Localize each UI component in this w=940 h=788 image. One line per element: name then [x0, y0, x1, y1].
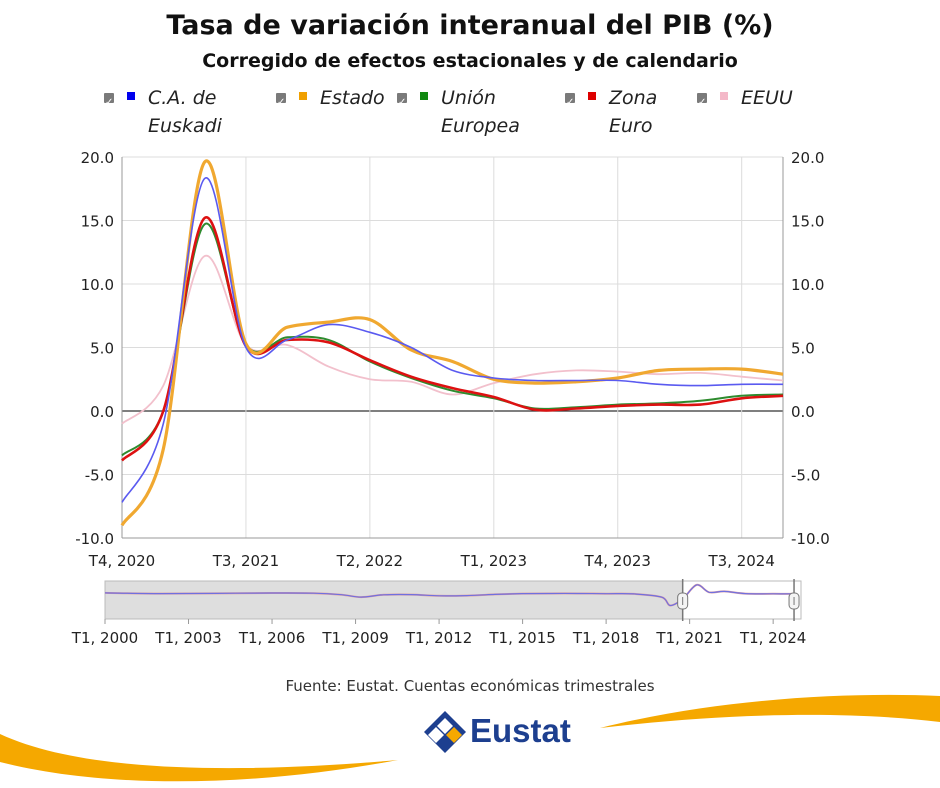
navigator-selected-window	[683, 581, 794, 619]
y-tick-label-left: 15.0	[81, 213, 114, 231]
chart-axes: 20.0 20.0 15.0 15.0 10.0 10.0 5.0 5.0 0.0 0.0 -5.0…	[75, 149, 830, 570]
logo-text: Eustat	[470, 712, 571, 750]
y-tick-label-right: -10.0	[791, 530, 830, 548]
y-tick-label-right: 0.0	[791, 403, 815, 421]
series-line-estado	[122, 161, 783, 525]
navigator-tick-label: T1, 2012	[405, 629, 472, 647]
y-tick-label-right: 15.0	[791, 213, 824, 231]
series-line-eeuu	[122, 256, 783, 424]
y-tick-label-right: 10.0	[791, 276, 824, 294]
series-line-zona-euro	[122, 217, 783, 460]
line-chart: 20.0 20.0 15.0 15.0 10.0 10.0 5.0 5.0 0.0 0.0 -5.0…	[0, 0, 940, 600]
y-tick-label-left: 0.0	[90, 403, 114, 421]
eustat-logo[interactable]: Eustat	[423, 710, 593, 756]
x-tick-label: T2, 2022	[336, 552, 403, 570]
navigator-tick-label: T1, 2006	[238, 629, 305, 647]
chart-series	[122, 161, 783, 525]
y-tick-label-left: 5.0	[90, 340, 114, 358]
eustat-logo-icon	[423, 710, 467, 754]
navigator-body: T1, 2000 T1, 2003 T1, 2006 T1, 2009 T1, 2012…	[71, 579, 807, 647]
y-tick-label-right: 20.0	[791, 149, 824, 167]
navigator-tick-label: T1, 2021	[655, 629, 722, 647]
decorative-swoosh-right	[600, 692, 940, 742]
navigator-tick-label: T1, 2018	[572, 629, 639, 647]
x-tick-label: T3, 2021	[212, 552, 279, 570]
x-tick-label: T3, 2024	[707, 552, 774, 570]
navigator-tick-label: T1, 2003	[154, 629, 221, 647]
navigator-tick-label: T1, 2015	[488, 629, 555, 647]
y-tick-label-left: -10.0	[75, 530, 114, 548]
navigator-tick-label: T1, 2009	[321, 629, 388, 647]
y-tick-label-left: 10.0	[81, 276, 114, 294]
y-tick-label-left: 20.0	[81, 149, 114, 167]
decorative-swoosh-left	[0, 728, 400, 788]
series-line-euskadi	[122, 178, 783, 503]
x-tick-label: T1, 2023	[460, 552, 527, 570]
x-tick-label: T4, 2023	[584, 552, 651, 570]
y-tick-label-right: -5.0	[791, 467, 820, 485]
navigator-tick-label: T1, 2024	[739, 629, 806, 647]
navigator-unselected-left	[105, 581, 683, 619]
navigator-tick-label: T1, 2000	[71, 629, 138, 647]
range-navigator[interactable]: T1, 2000 T1, 2003 T1, 2006 T1, 2009 T1, 2012…	[0, 575, 940, 655]
y-tick-label-right: 5.0	[791, 340, 815, 358]
y-tick-label-left: -5.0	[85, 467, 114, 485]
x-tick-label: T4, 2020	[88, 552, 155, 570]
